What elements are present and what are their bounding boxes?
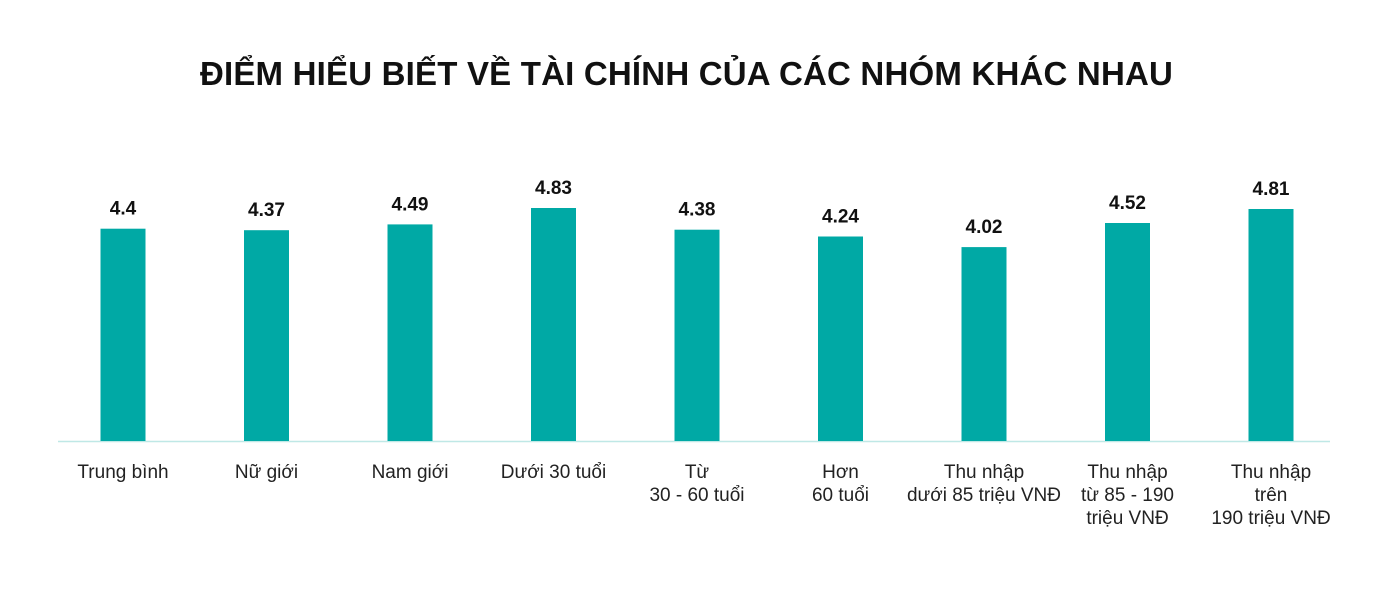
value-label-3: 4.49 (392, 194, 429, 215)
value-label-6: 4.24 (822, 207, 859, 228)
value-label-1: 4.4 (110, 199, 137, 220)
value-label-7: 4.02 (966, 217, 1003, 238)
value-label-2: 4.37 (248, 200, 285, 221)
category-label-6: Hơn 60 tuổi (811, 462, 870, 506)
category-label-7: Thu nhập dưới 85 triệu VNĐ (906, 462, 1061, 506)
bar-2 (244, 230, 289, 441)
bar-5 (674, 229, 720, 441)
bar-4 (531, 208, 576, 441)
category-label-2: Nữ giới (234, 462, 299, 483)
category-label-1: Trung bình (77, 462, 169, 483)
value-label-5: 4.38 (679, 200, 716, 221)
category-label-5: Từ 30 - 60 tuổi (649, 462, 745, 506)
bar-9 (1248, 209, 1294, 441)
bar-7 (961, 247, 1007, 441)
value-label-9: 4.81 (1253, 179, 1290, 200)
category-label-9: Thu nhập trên 190 triệu VNĐ (1211, 462, 1331, 529)
chart-title: ĐIỂM HIỂU BIẾT VỀ TÀI CHÍNH CỦA CÁC NHÓM… (199, 55, 1174, 92)
bar-1 (100, 228, 146, 441)
category-label-8: Thu nhập từ 85 - 190 triệu VNĐ (1081, 462, 1174, 529)
bar-6 (818, 236, 863, 441)
value-label-4: 4.83 (535, 178, 572, 199)
category-label-4: Dưới 30 tuổi (500, 462, 607, 483)
category-label-3: Nam giới (371, 462, 449, 483)
bar-8 (1105, 223, 1150, 441)
bar-3 (387, 224, 433, 441)
value-label-8: 4.52 (1109, 193, 1146, 214)
